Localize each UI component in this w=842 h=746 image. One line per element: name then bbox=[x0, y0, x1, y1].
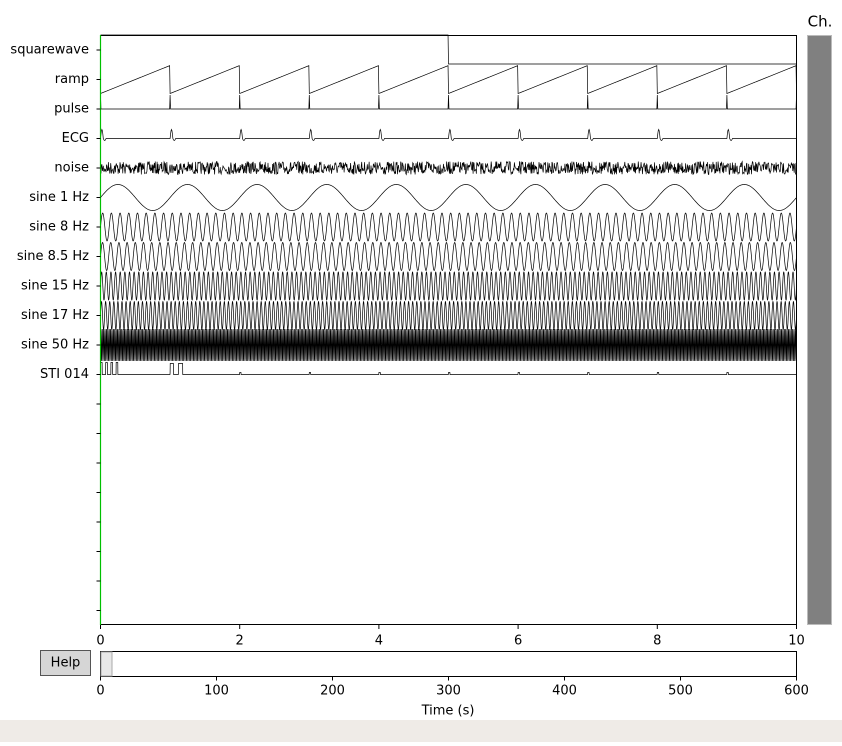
channel-label: sine 17 Hz bbox=[21, 308, 89, 323]
channel-label: sine 8 Hz bbox=[29, 220, 89, 235]
help-button-label[interactable]: Help bbox=[51, 656, 81, 671]
channel-label: noise bbox=[54, 161, 89, 176]
channel-scroll-label: Ch. bbox=[808, 13, 833, 31]
channel-trace bbox=[100, 94, 797, 110]
channel-trace bbox=[100, 212, 797, 242]
help-button[interactable] bbox=[40, 650, 91, 676]
x-tick-label: 400 bbox=[552, 684, 577, 699]
channel-trace bbox=[100, 362, 797, 375]
channel-label: sine 15 Hz bbox=[21, 279, 89, 294]
x-tick-label: 0 bbox=[96, 684, 104, 699]
channel-trace bbox=[100, 160, 797, 176]
x-tick-label: 300 bbox=[436, 684, 461, 699]
channel-trace bbox=[100, 242, 797, 271]
x-tick-label: 500 bbox=[668, 684, 693, 699]
x-tick-label: 600 bbox=[784, 684, 809, 699]
x-tick-label: 100 bbox=[204, 684, 229, 699]
channel-label: ramp bbox=[55, 72, 89, 87]
channel-trace bbox=[100, 34, 797, 65]
channel-trace bbox=[100, 271, 797, 301]
channel-scrollbar[interactable] bbox=[807, 35, 832, 625]
x-tick-label: 4 bbox=[375, 634, 383, 649]
channel-trace bbox=[100, 184, 797, 211]
channel-trace bbox=[100, 128, 797, 141]
channel-trace bbox=[100, 328, 797, 362]
overview-xlabel: Time (s) bbox=[421, 704, 475, 719]
channel-label: sine 8.5 Hz bbox=[17, 249, 89, 264]
overview-axis[interactable] bbox=[100, 651, 797, 677]
channel-label: pulse bbox=[54, 102, 89, 117]
trace-plot bbox=[100, 34, 797, 375]
channel-label: sine 1 Hz bbox=[29, 190, 89, 205]
x-tick-label: 2 bbox=[236, 634, 244, 649]
x-tick-label: 0 bbox=[96, 634, 104, 649]
channel-label: STI 014 bbox=[40, 367, 89, 382]
x-tick-label: 200 bbox=[320, 684, 345, 699]
status-bar bbox=[0, 720, 842, 742]
x-tick-label: 6 bbox=[514, 634, 522, 649]
overview-window bbox=[100, 651, 113, 677]
channel-trace bbox=[100, 65, 797, 95]
x-tick-label: 8 bbox=[653, 634, 661, 649]
channel-label: squarewave bbox=[10, 43, 89, 58]
x-tick-label: 10 bbox=[788, 634, 805, 649]
channel-trace bbox=[100, 300, 797, 331]
channel-label: ECG bbox=[62, 131, 89, 146]
channel-label: sine 50 Hz bbox=[21, 338, 89, 353]
